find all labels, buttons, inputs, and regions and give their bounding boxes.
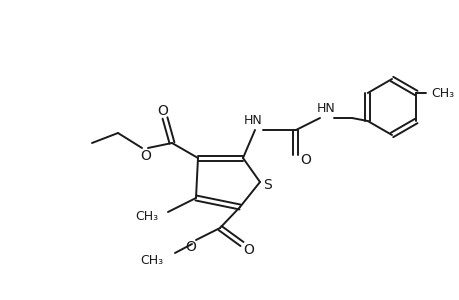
Text: HN: HN [243, 115, 262, 128]
Text: CH₃: CH₃ [430, 86, 453, 100]
Text: O: O [300, 153, 311, 167]
Text: O: O [157, 104, 168, 118]
Text: O: O [243, 243, 254, 257]
Text: CH₃: CH₃ [140, 254, 162, 268]
Text: S: S [263, 178, 272, 192]
Text: CH₃: CH₃ [134, 211, 157, 224]
Text: O: O [140, 149, 151, 163]
Text: HN: HN [316, 103, 335, 116]
Text: O: O [185, 240, 196, 254]
